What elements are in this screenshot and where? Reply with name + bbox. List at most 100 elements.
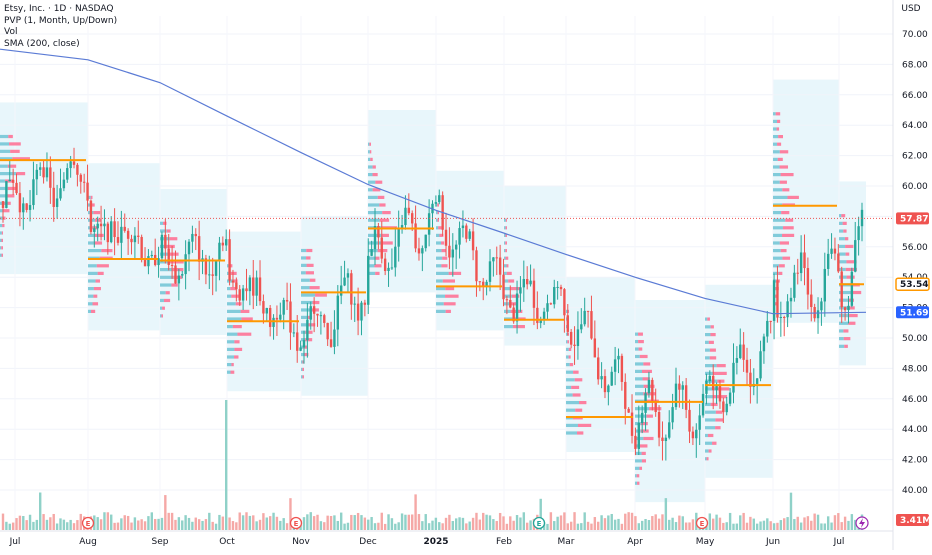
candle-body <box>617 355 620 360</box>
profile-row-down <box>779 180 787 184</box>
profile-row-down <box>572 393 581 397</box>
profile-row-down <box>1 238 3 243</box>
profile-row-up <box>635 332 639 336</box>
profile-row-down <box>93 294 98 298</box>
volume-bar <box>478 519 482 530</box>
candle-body <box>49 167 52 188</box>
volume-bar <box>39 492 42 530</box>
profile-row-down <box>306 256 311 260</box>
candle-body <box>282 300 285 315</box>
profile-row-down <box>780 249 787 253</box>
profile-row-up <box>635 451 642 456</box>
candle-body <box>387 267 390 272</box>
profile-row-up <box>227 287 231 291</box>
volume-bar <box>556 516 559 530</box>
volume-indicator-label[interactable]: Vol <box>4 27 18 37</box>
candle-body <box>373 226 377 250</box>
profile-row-down <box>845 267 857 272</box>
volume-bar <box>28 514 32 530</box>
profile-row-down <box>2 223 5 228</box>
candle-body <box>42 167 45 178</box>
candle-body <box>810 294 813 308</box>
candle-body <box>292 332 296 334</box>
candle-body <box>603 376 607 393</box>
earnings-marker[interactable]: E <box>695 516 709 530</box>
profile-row-down <box>235 302 242 306</box>
volume-bar <box>688 522 691 530</box>
candle-body <box>559 286 563 290</box>
volume-bar <box>711 518 715 530</box>
price-label-box <box>896 212 929 225</box>
profile-row-down <box>568 355 571 359</box>
profile-row-up <box>705 387 717 391</box>
volume-bar <box>772 523 776 530</box>
profile-row-up <box>301 375 303 379</box>
volume-bar <box>569 521 573 530</box>
profile-row-up <box>773 271 779 275</box>
profile-row-up <box>301 360 303 364</box>
candle-body <box>8 179 11 182</box>
profile-row-up <box>773 135 779 139</box>
volume-bar <box>329 515 333 530</box>
volume-bar <box>583 512 586 530</box>
profile-row-up <box>88 195 91 199</box>
candle-body <box>556 286 559 288</box>
profile-row-up <box>504 233 506 237</box>
candle-body <box>147 256 150 267</box>
profile-row-up <box>160 252 169 256</box>
earnings-marker[interactable]: E <box>289 516 303 530</box>
profile-row-up <box>705 325 711 329</box>
candle-body <box>140 236 143 259</box>
profile-row-down <box>785 218 794 222</box>
currency-label[interactable]: USD <box>901 4 921 14</box>
candle-body <box>482 281 485 287</box>
profile-row-down <box>230 287 237 291</box>
earnings-marker[interactable]: E <box>81 516 95 530</box>
candle-body <box>329 339 333 347</box>
sma-indicator-label[interactable]: SMA (200, close) <box>4 38 80 49</box>
volume-bar <box>231 521 235 530</box>
volume-bar <box>282 518 285 530</box>
earnings-marker[interactable]: E <box>532 516 546 530</box>
profile-row-down <box>576 431 584 435</box>
candle-body <box>766 320 769 337</box>
candle-body <box>265 307 268 314</box>
profile-row-down <box>641 459 647 463</box>
candle-body <box>238 289 241 301</box>
symbol-title[interactable]: Etsy, Inc. · 1D · NASDAQ <box>4 4 114 14</box>
volume-bar <box>840 522 843 530</box>
profile-row-down <box>707 433 714 438</box>
x-tick-label: Jul <box>833 537 845 547</box>
candle-body <box>695 429 698 439</box>
x-tick-label: Feb <box>496 537 512 547</box>
candle-body <box>583 310 586 325</box>
volume-bar <box>610 513 613 530</box>
candle-body <box>509 299 512 308</box>
profile-row-up <box>368 180 376 184</box>
candle-body <box>495 257 498 259</box>
candle-body <box>52 187 55 207</box>
profile-row-down <box>443 302 456 306</box>
volume-bar <box>18 515 22 530</box>
lightning-icon[interactable] <box>855 516 869 530</box>
pvp-indicator-label[interactable]: PVP (1, Month, Up/Down) <box>4 15 118 26</box>
profile-row-up <box>301 308 312 312</box>
candle-body <box>542 311 546 320</box>
profile-row-down <box>302 367 304 372</box>
profile-row-up <box>436 271 449 275</box>
volume-bar <box>143 521 147 530</box>
profile-row-up <box>227 370 231 374</box>
candle-body <box>711 375 715 391</box>
volume-bar <box>225 400 228 530</box>
volume-bar <box>255 521 258 530</box>
profile-row-up <box>160 314 162 318</box>
volume-bar <box>441 523 444 530</box>
profile-row-down <box>717 379 725 383</box>
candle-body <box>498 257 502 275</box>
volume-bar <box>458 517 461 530</box>
candle-body <box>404 207 407 226</box>
profile-row-up <box>0 216 4 220</box>
volume-bar <box>715 514 718 530</box>
